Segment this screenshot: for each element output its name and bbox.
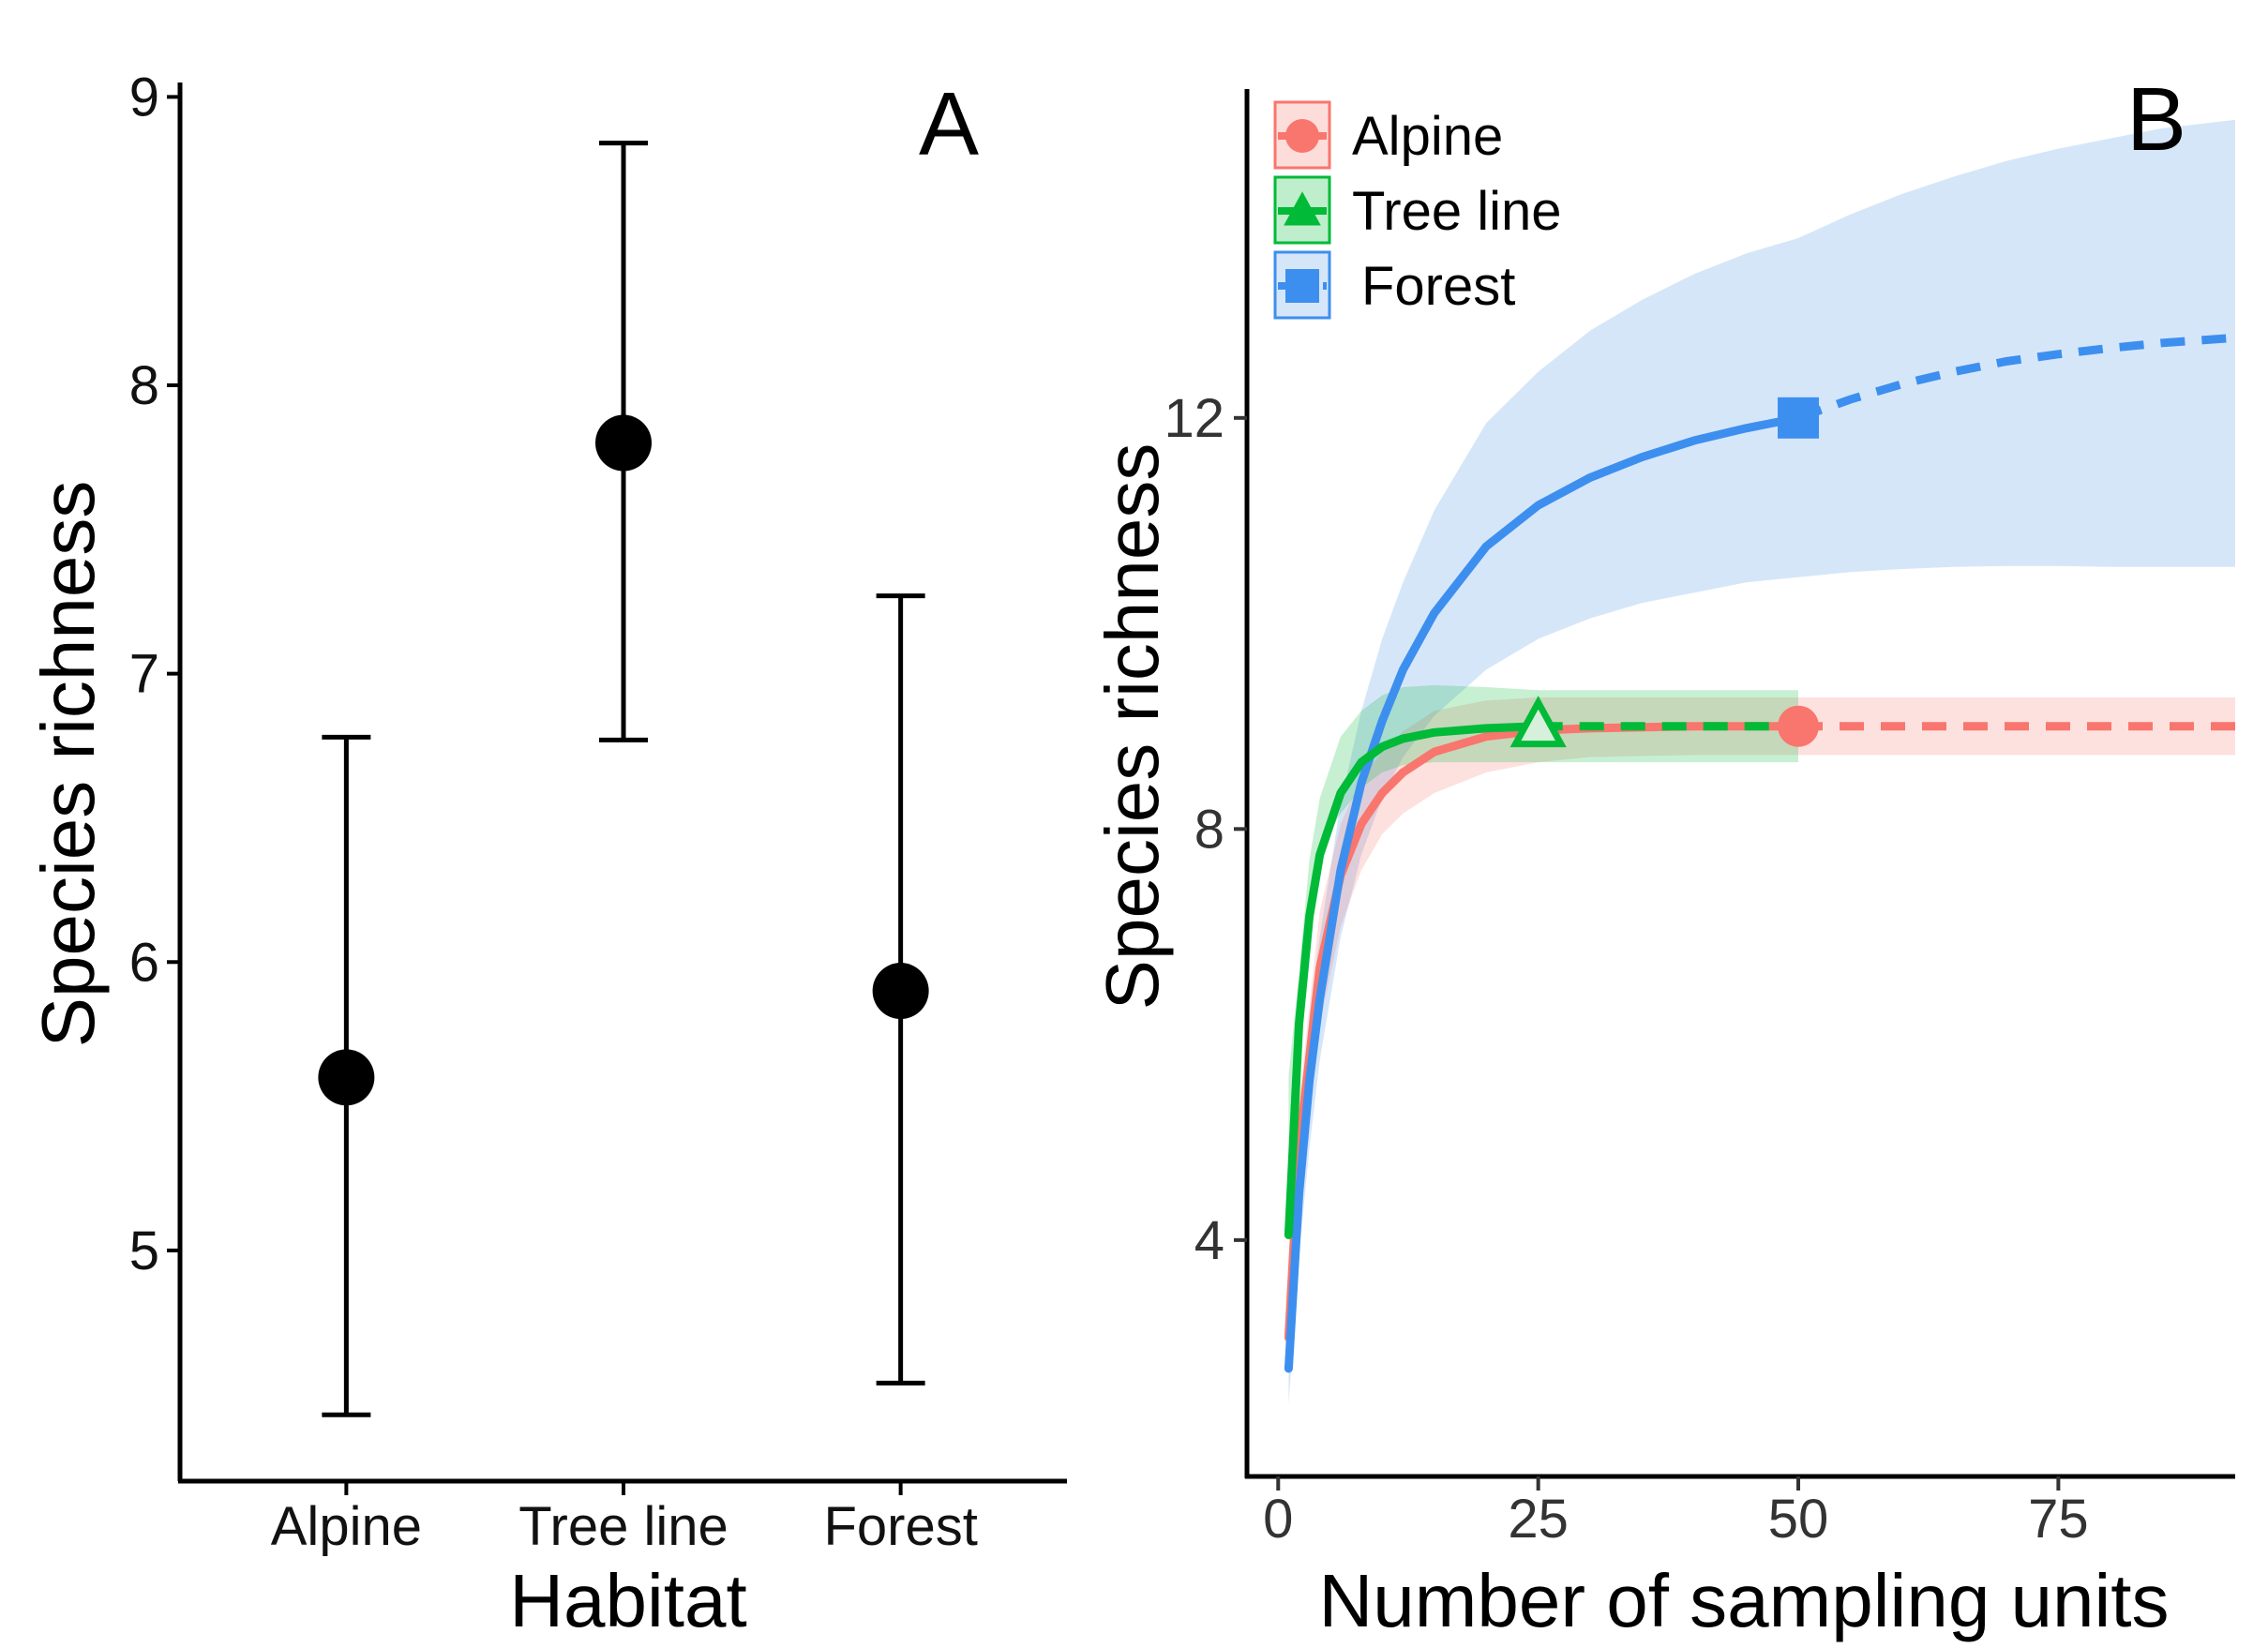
- confidence-band-forest: [1288, 119, 2235, 1405]
- legend-label-tree-line: Tree line: [1352, 181, 1562, 242]
- panel-a-y-tick-label: 7: [129, 644, 159, 705]
- confidence-band-tree-line: [1288, 684, 1798, 1209]
- legend-label-alpine: Alpine: [1352, 106, 1503, 167]
- observed-marker-tree-line: [1509, 696, 1567, 748]
- panel-b-letter: B: [2126, 69, 2186, 170]
- panel-b-y-tick-label: 4: [1194, 1210, 1224, 1271]
- panel-a-y-tick-label: 5: [129, 1221, 159, 1281]
- legend-key-marker-tree-line: [1284, 191, 1321, 226]
- panel-b-x-tick-label: 25: [1508, 1489, 1569, 1550]
- point-forest: [872, 963, 929, 1020]
- panel-a-x-ticks: Alpine Tree line Forest: [271, 1481, 978, 1557]
- point-tree-line: [595, 414, 652, 472]
- panel-b-legend: Alpine Tree line Forest: [1273, 100, 1562, 320]
- panel-b-y-tick-label: 8: [1194, 799, 1224, 860]
- legend-label-forest: Forest: [1361, 256, 1515, 317]
- panel-a-x-tick-label: Forest: [823, 1496, 977, 1557]
- panel-a-y-axis-title: Species richness: [26, 481, 110, 1048]
- panel-a-letter: A: [919, 74, 979, 174]
- panel-b-x-tick-label: 50: [1768, 1489, 1829, 1550]
- panel-b-y-tick-label: 12: [1164, 388, 1224, 449]
- panel-b-x-axis-title: Number of sampling units: [1318, 1559, 2169, 1642]
- panel-a-y-ticks: 5 6 7 8 9: [129, 67, 180, 1281]
- panel-a-points: [318, 141, 929, 1417]
- point-alpine: [318, 1049, 375, 1106]
- panel-a-y-tick-label: 8: [129, 355, 159, 416]
- panel-b-lines: [1284, 333, 2236, 1373]
- panel-a: 5 6 7 8 9 Alpine Tree line Forest A Species ri…: [26, 67, 1067, 1642]
- panel-b-x-tick-label: 0: [1263, 1489, 1293, 1550]
- legend-key-marker-alpine: [1285, 119, 1319, 153]
- panel-a-x-tick-label: Alpine: [271, 1496, 422, 1557]
- extrapolated-line-forest: [1796, 333, 2236, 423]
- interpolated-line-forest: [1284, 413, 1803, 1373]
- observed-marker-alpine: [1778, 705, 1820, 747]
- panel-b-y-axis-title: Species richness: [1090, 443, 1174, 1011]
- observed-marker-forest: [1778, 397, 1820, 439]
- panel-b-x-tick-label: 75: [2028, 1489, 2089, 1550]
- panel-b-observed-markers: [1509, 397, 1820, 748]
- panel-b-x-ticks: 0 25 50 75: [1263, 1476, 2089, 1550]
- interpolated-line-tree-line: [1284, 722, 1543, 1239]
- interpolated-line-alpine: [1284, 722, 1803, 1342]
- confidence-band-alpine: [1288, 697, 2235, 1364]
- panel-a-x-axis-title: Habitat: [509, 1559, 746, 1642]
- panel-a-y-tick-label: 6: [129, 932, 159, 993]
- panel-b: 4 8 12 0 25 50 75 B Species richness Number o…: [1090, 69, 2236, 1642]
- panel-b-confidence-bands: [1288, 119, 2235, 1405]
- panel-a-y-tick-label: 9: [129, 67, 159, 127]
- panel-a-x-tick-label: Tree line: [518, 1496, 728, 1557]
- legend-key-marker-forest: [1285, 269, 1319, 303]
- panel-b-y-ticks: 4 8 12: [1164, 388, 1247, 1271]
